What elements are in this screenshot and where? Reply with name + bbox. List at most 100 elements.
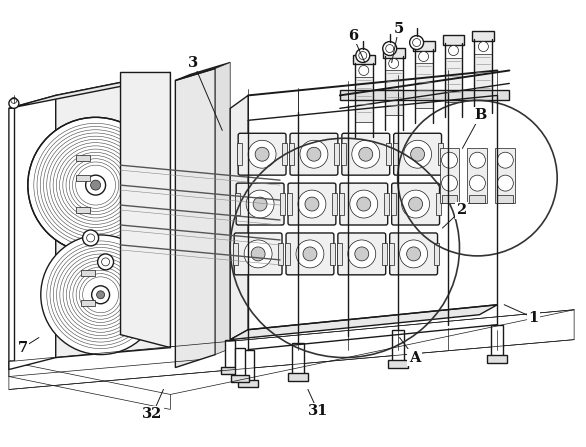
Bar [488,354,507,363]
Bar [334,143,339,165]
Text: B: B [474,108,486,122]
FancyBboxPatch shape [288,183,336,225]
Bar [231,375,249,381]
FancyBboxPatch shape [338,233,386,275]
Circle shape [98,254,114,270]
Bar [438,143,442,165]
Circle shape [350,190,378,218]
Circle shape [401,190,430,218]
Circle shape [408,197,423,211]
Circle shape [348,240,376,268]
Bar [415,63,432,108]
Circle shape [389,59,398,68]
FancyBboxPatch shape [290,133,338,175]
Bar [468,148,488,203]
Bar [413,41,435,51]
Polygon shape [175,68,215,367]
Circle shape [248,140,276,168]
Bar [340,90,509,101]
Bar [441,195,458,203]
Circle shape [404,140,431,168]
Bar [81,300,94,306]
Circle shape [498,175,513,191]
Circle shape [478,42,488,51]
Circle shape [441,152,458,168]
Bar [285,243,290,265]
Circle shape [246,190,274,218]
Bar [434,243,438,265]
Text: 2: 2 [456,203,466,217]
FancyBboxPatch shape [340,183,388,225]
Circle shape [83,230,98,246]
Circle shape [355,247,369,261]
Bar [235,193,240,215]
Bar [442,34,465,45]
Bar [292,343,304,378]
Bar [440,148,459,203]
Circle shape [305,197,319,211]
Ellipse shape [86,175,105,195]
Bar [332,193,337,215]
Bar [388,359,408,367]
Circle shape [9,98,19,108]
Bar [225,340,235,371]
Text: 7: 7 [18,341,28,354]
Bar [339,193,344,215]
Text: 3: 3 [188,55,199,69]
Circle shape [498,152,513,168]
Bar [337,243,342,265]
Circle shape [255,147,269,161]
Polygon shape [121,72,171,348]
Bar [288,372,308,380]
Text: 32: 32 [142,407,163,422]
Bar [389,243,394,265]
Bar [435,193,441,215]
Bar [233,243,238,265]
Bar [475,54,492,98]
Bar [391,193,396,215]
Circle shape [410,36,424,50]
Bar [469,195,485,203]
Bar [81,270,94,276]
Bar [282,143,287,165]
Polygon shape [56,72,171,358]
FancyBboxPatch shape [390,233,438,275]
Bar [381,243,387,265]
Text: 1: 1 [528,311,539,325]
Bar [353,55,374,64]
FancyBboxPatch shape [238,133,286,175]
Circle shape [418,51,428,62]
FancyBboxPatch shape [234,233,282,275]
FancyBboxPatch shape [391,183,440,225]
Bar [355,77,373,122]
FancyBboxPatch shape [286,233,334,275]
Ellipse shape [91,180,101,190]
Circle shape [448,46,458,55]
Circle shape [357,197,371,211]
Text: 6: 6 [347,29,358,42]
Bar [289,143,294,165]
FancyBboxPatch shape [236,183,284,225]
FancyBboxPatch shape [342,133,390,175]
Circle shape [251,247,265,261]
Bar [242,350,254,384]
Bar [386,143,391,165]
FancyBboxPatch shape [394,133,441,175]
Circle shape [352,140,380,168]
Polygon shape [9,95,56,370]
Circle shape [383,42,397,55]
Circle shape [307,147,321,161]
Bar [76,155,90,161]
Bar [278,243,283,265]
Circle shape [296,240,324,268]
Bar [287,193,292,215]
Bar [383,47,405,58]
Circle shape [300,140,328,168]
Bar [341,143,346,165]
Ellipse shape [41,235,161,354]
Ellipse shape [91,286,110,304]
Circle shape [441,175,458,191]
Bar [472,30,495,41]
Bar [393,143,398,165]
Circle shape [411,147,425,161]
